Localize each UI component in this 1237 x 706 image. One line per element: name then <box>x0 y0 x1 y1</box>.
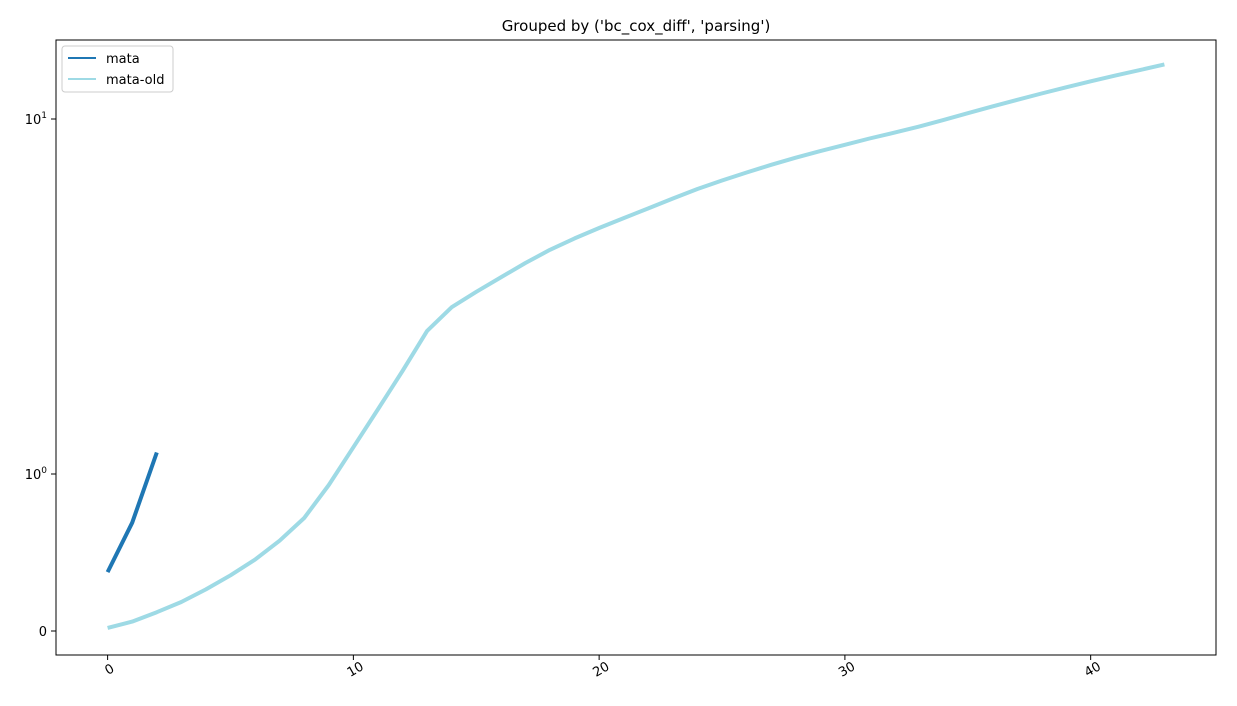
x-tick-label-3: 30 <box>836 659 858 680</box>
chart-title: Grouped by ('bc_cox_diff', 'parsing') <box>502 17 771 36</box>
x-tick-label-4: 40 <box>1082 659 1104 680</box>
y-axis: 0 100 101 <box>25 111 56 640</box>
series-layer <box>105 62 1165 630</box>
series-line-1 <box>107 62 1165 630</box>
x-axis: 0 10 20 30 40 <box>103 655 1104 681</box>
x-tick-label-2: 20 <box>590 659 612 680</box>
y-tick-label-2: 101 <box>25 111 47 128</box>
x-tick-label-0: 0 <box>103 661 118 678</box>
series-line-0 <box>105 451 159 573</box>
y-tick-label-1: 100 <box>25 466 48 483</box>
y-tick-label-0: 0 <box>39 625 47 640</box>
x-tick-label-1: 10 <box>345 659 367 680</box>
plot-frame <box>55 39 1217 656</box>
legend: mata mata-old <box>61 45 174 93</box>
legend-label-0: mata <box>106 52 140 67</box>
plot-area <box>56 40 1216 655</box>
legend-label-1: mata-old <box>106 73 164 88</box>
